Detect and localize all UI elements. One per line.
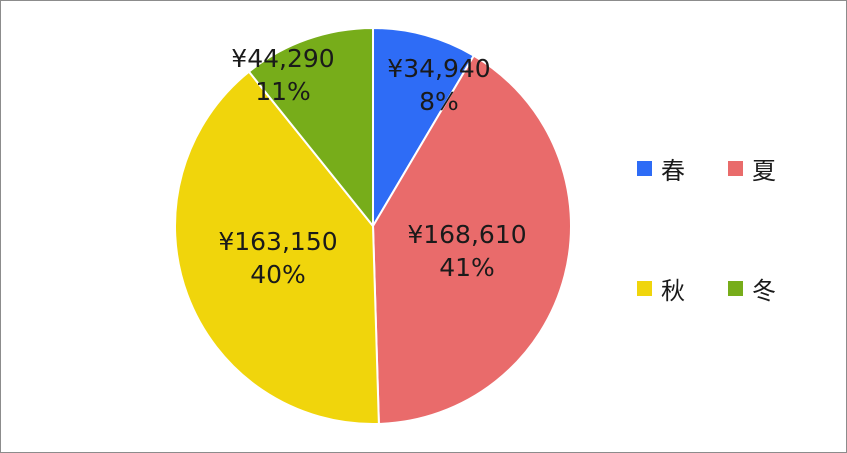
value-label-spring: ¥34,940 [387, 54, 490, 83]
legend-swatch-autumn [637, 281, 652, 296]
pie-slice-summer [371, 54, 572, 425]
legend-swatch-summer [728, 161, 743, 176]
pie-slices [174, 26, 572, 425]
legend-swatch-spring [637, 161, 652, 176]
legend-swatch-winter [728, 281, 743, 296]
value-label-autumn: ¥163,150 [218, 227, 337, 256]
legend-item-autumn: 秋 [637, 277, 685, 305]
legend-label-winter: 冬 [752, 277, 776, 305]
legend-item-winter: 冬 [728, 277, 776, 305]
percent-label-winter: 11% [255, 77, 311, 106]
legend-label-autumn: 秋 [661, 277, 685, 305]
legend: 春 夏秋 冬 [637, 157, 776, 305]
pie-slice-winter [247, 26, 374, 229]
pie-slice-autumn [174, 70, 380, 425]
value-label-summer: ¥168,610 [407, 220, 526, 249]
value-label-winter: ¥44,290 [231, 44, 334, 73]
legend-item-spring: 春 [637, 157, 685, 185]
percent-label-summer: 41% [439, 253, 495, 282]
legend-label-summer: 夏 [752, 157, 776, 185]
percent-label-spring: 8% [419, 87, 459, 116]
percent-label-autumn: 40% [250, 260, 306, 289]
data-labels: ¥34,940 8% ¥168,610 41% ¥163,150 40% ¥44,290 11… [218, 44, 526, 289]
legend-label-spring: 春 [661, 157, 685, 185]
pie-slice-spring [372, 26, 476, 230]
legend-item-summer: 夏 [728, 157, 776, 185]
